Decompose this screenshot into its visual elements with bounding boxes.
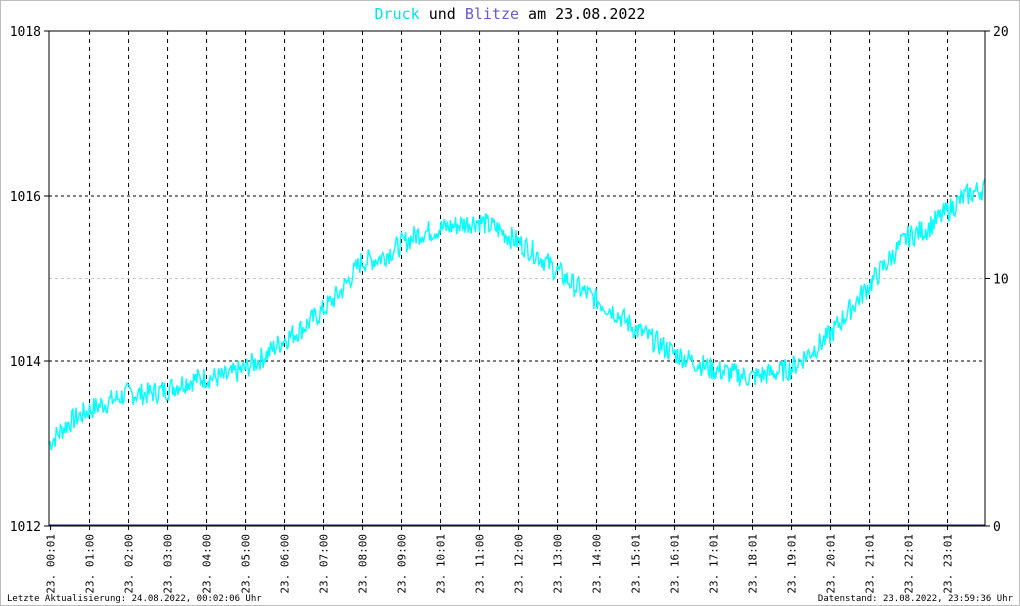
y-right-tick-label: 0 [993,520,1001,535]
y-left-tick-label: 1014 [10,355,41,370]
y-left-tick-label: 1016 [10,190,41,205]
x-tick-label: 23. 15:01 [630,534,643,594]
x-tick-label: 23. 03:00 [162,534,175,594]
title-druck: Druck [375,5,420,23]
y-axis-right: 0 10 20 [985,25,1009,535]
x-tick-label: 23. 17:01 [708,534,721,594]
x-tick-label: 23. 01:00 [84,534,97,594]
grid-lines [49,31,985,526]
x-tick-label: 23. 00:01 [45,534,58,594]
x-axis: 23. 00:01 23. 01:00 23. 02:00 23. 03:00 23. … [45,526,955,594]
y-right-tick-label: 10 [993,273,1009,288]
series-layer [48,178,986,527]
x-tick-label: 23. 10:01 [435,534,448,594]
title-blitze: Blitze [465,5,519,23]
chart-title: Druck und Blitze am 23.08.2022 [375,5,646,23]
y-axis-left: 1012 1014 1016 1018 [10,25,49,535]
x-tick-label: 23. 14:00 [591,534,604,594]
x-tick-label: 23. 12:00 [513,534,526,594]
x-tick-label: 23. 02:00 [123,534,136,594]
footer-data-status: Datenstand: 23.08.2022, 23:59:36 Uhr [818,594,1014,604]
x-tick-label: 23. 18:01 [747,534,760,594]
x-tick-label: 23. 04:00 [201,534,214,594]
y-left-tick-label: 1012 [10,520,41,535]
footer-last-update: Letzte Aktualisierung: 24.08.2022, 00:02… [7,594,262,604]
x-tick-label: 23. 22:01 [903,534,916,594]
x-tick-label: 23. 13:00 [552,534,565,594]
x-tick-label: 23. 11:00 [474,534,487,594]
title-date: am 23.08.2022 [519,5,645,23]
x-tick-label: 23. 23:01 [942,534,955,594]
title-und: und [420,5,465,23]
x-tick-label: 23. 20:01 [825,534,838,594]
x-tick-label: 23. 16:01 [669,534,682,594]
x-tick-label: 23. 21:01 [864,534,877,594]
x-tick-label: 23. 05:00 [240,534,253,594]
x-tick-label: 23. 06:00 [279,534,292,594]
x-tick-label: 23. 09:00 [396,534,409,594]
x-tick-label: 23. 08:00 [357,534,370,594]
x-tick-label: 23. 19:01 [786,534,799,594]
y-right-tick-label: 20 [993,25,1009,40]
x-tick-label: 23. 07:00 [318,534,331,594]
series-line-druck [48,178,986,451]
y-left-tick-label: 1018 [10,25,41,40]
